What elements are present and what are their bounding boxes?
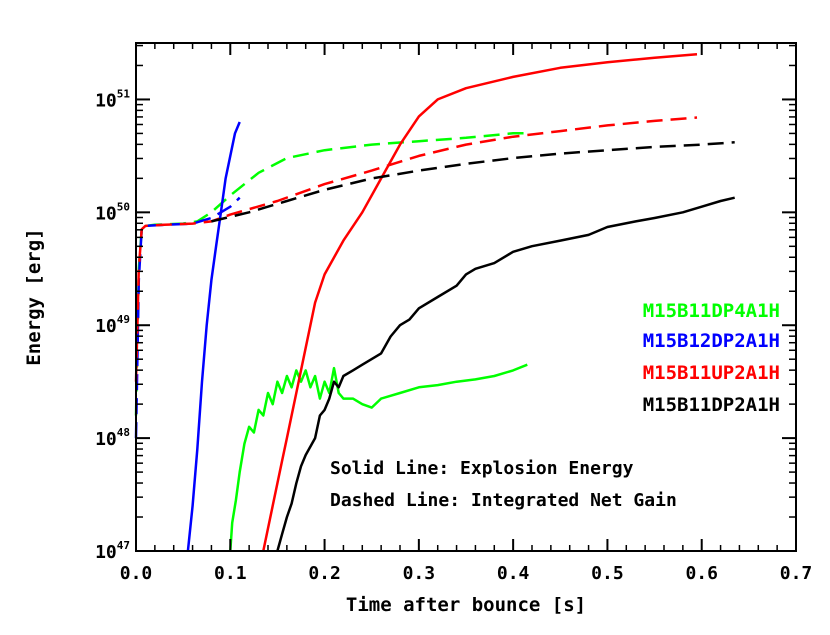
y-tick-base: 10	[95, 542, 117, 563]
x-tick-label: 0.5	[591, 563, 624, 584]
series-m15b12dp2a1h-dashed	[134, 196, 241, 439]
notes: Solid Line: Explosion Energy Dashed Line…	[330, 458, 677, 511]
series-m15b11dp2a1h-dashed	[211, 141, 735, 223]
x-tick-label: 0.4	[497, 563, 530, 584]
series-m15b12dp2a1h-solid	[186, 121, 241, 552]
y-tick-exponent: 49	[117, 313, 130, 326]
y-tick-exponent: 48	[117, 426, 130, 439]
y-tick-label: 1047	[95, 539, 130, 563]
y-tick-base: 10	[95, 316, 117, 337]
y-tick-label: 1051	[95, 87, 130, 111]
note-solid-line: Solid Line: Explosion Energy	[330, 458, 634, 479]
x-axis-title: Time after bounce [s]	[346, 594, 586, 616]
ticks-layer: 0.0 0.1 0.2 0.3 0.4 0.5 0.6 0.71047104810491050…	[95, 43, 812, 584]
x-tick-label: 0.1	[214, 563, 247, 584]
legend-entry-m15b12dp2a1h: M15B12DP2A1H	[643, 330, 780, 352]
plot-frame	[135, 42, 797, 552]
series-m15b11up2a1h-dashed	[134, 116, 698, 382]
series-m15b11dp4a1h-solid	[229, 363, 528, 552]
y-tick-label: 1050	[95, 200, 130, 224]
y-tick-exponent: 47	[117, 539, 130, 552]
y-axis-title: Energy [erg]	[23, 228, 45, 365]
x-tick-label: 0.3	[403, 563, 436, 584]
y-tick-label: 1049	[95, 313, 130, 337]
y-tick-label: 1048	[95, 426, 130, 450]
legend-entry-m15b11dp4a1h: M15B11DP4A1H	[643, 300, 780, 322]
series-m15b11dp4a1h-dashed	[134, 132, 528, 416]
y-tick-base: 10	[95, 90, 117, 111]
legend-entry-m15b11up2a1h: M15B11UP2A1H	[643, 362, 780, 384]
legend-entry-m15b11dp2a1h: M15B11DP2A1H	[643, 394, 780, 416]
y-tick-exponent: 50	[117, 200, 130, 213]
note-dashed-line: Dashed Line: Integrated Net Gain	[330, 490, 677, 511]
y-tick-exponent: 51	[117, 87, 131, 100]
y-tick-base: 10	[95, 429, 117, 450]
series-m15b11dp2a1h-solid	[276, 196, 735, 552]
x-tick-label: 0.0	[120, 563, 153, 584]
series-layer	[134, 53, 735, 552]
series-m15b11up2a1h-solid	[262, 53, 698, 552]
y-tick-base: 10	[95, 203, 117, 224]
x-tick-label: 0.7	[780, 563, 813, 584]
legend: M15B11DP4A1H M15B12DP2A1H M15B11UP2A1H M…	[643, 300, 780, 416]
x-tick-label: 0.6	[685, 563, 718, 584]
x-tick-label: 0.2	[308, 563, 341, 584]
